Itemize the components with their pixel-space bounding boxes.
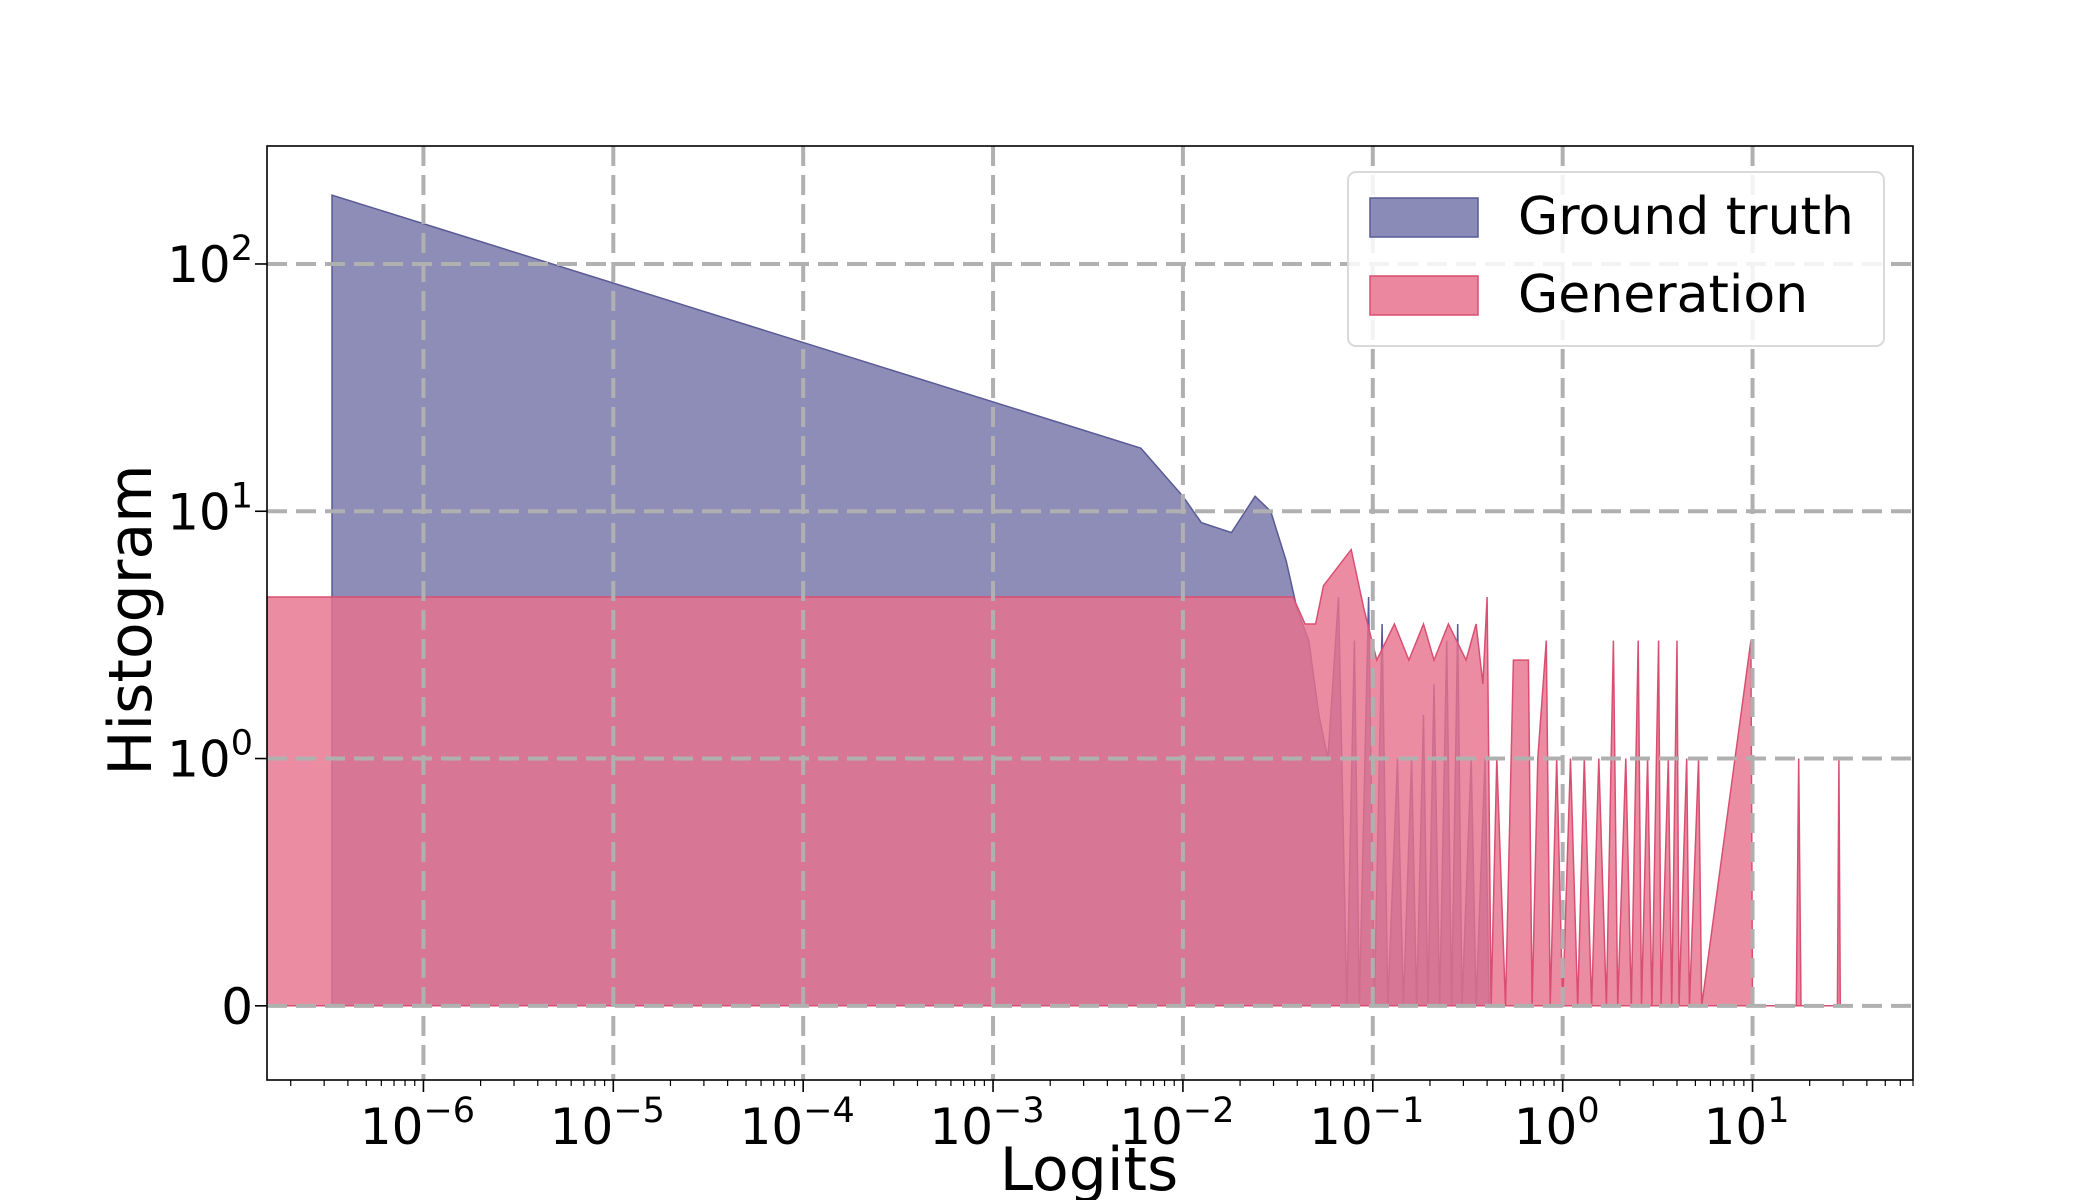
x-axis-ticks: 10−6 10−5 10−4 10−3 10−2 10−1 100 101 bbox=[360, 1080, 1790, 1156]
y-tick-base: 10 bbox=[167, 236, 231, 294]
x-tick-label: 100 bbox=[1514, 1091, 1600, 1156]
x-tick-base: 10 bbox=[740, 1098, 804, 1156]
y-tick-exponent: 2 bbox=[231, 229, 253, 269]
x-tick-base: 10 bbox=[550, 1098, 614, 1156]
x-tick-base: 10 bbox=[1309, 1098, 1373, 1156]
x-tick-label: 10−2 bbox=[1119, 1091, 1234, 1156]
area-generation bbox=[267, 547, 1842, 1007]
y-tick-label: 0 bbox=[221, 978, 253, 1036]
x-axis-title: Logits bbox=[1000, 1135, 1179, 1200]
y-tick-label: 102 bbox=[167, 229, 253, 294]
legend: Ground truth Generation bbox=[1347, 171, 1885, 347]
x-tick-base: 10 bbox=[1119, 1098, 1183, 1156]
x-tick-label: 10−3 bbox=[929, 1091, 1044, 1156]
x-tick-label: 10−1 bbox=[1309, 1091, 1424, 1156]
x-tick-exponent: −3 bbox=[993, 1091, 1045, 1131]
x-tick-label: 101 bbox=[1704, 1091, 1790, 1156]
y-tick-base: 0 bbox=[221, 978, 253, 1036]
series-areas bbox=[267, 194, 1842, 1007]
legend-swatch-generation bbox=[1369, 275, 1479, 316]
y-tick-exponent: 0 bbox=[231, 724, 253, 764]
x-tick-exponent: −5 bbox=[613, 1091, 665, 1131]
x-tick-label: 10−6 bbox=[360, 1091, 475, 1156]
x-tick-exponent: 1 bbox=[1767, 1091, 1789, 1131]
x-tick-label: 10−4 bbox=[740, 1091, 855, 1156]
legend-swatch-ground-truth bbox=[1369, 197, 1479, 238]
x-tick-exponent: −1 bbox=[1373, 1091, 1425, 1131]
x-tick-base: 10 bbox=[360, 1098, 424, 1156]
x-tick-exponent: 0 bbox=[1577, 1091, 1599, 1131]
x-tick-exponent: −6 bbox=[423, 1091, 475, 1131]
y-tick-base: 10 bbox=[167, 483, 231, 541]
y-tick-label: 100 bbox=[167, 724, 253, 789]
plot-frame bbox=[266, 145, 1914, 1081]
x-tick-exponent: −4 bbox=[803, 1091, 855, 1131]
legend-box bbox=[1347, 171, 1885, 347]
legend-label-generation: Generation bbox=[1518, 265, 1808, 325]
x-tick-base: 10 bbox=[1514, 1098, 1578, 1156]
y-tick-base: 10 bbox=[167, 731, 231, 789]
y-tick-exponent: 1 bbox=[231, 476, 253, 516]
x-tick-base: 10 bbox=[1704, 1098, 1768, 1156]
x-tick-base: 10 bbox=[929, 1098, 993, 1156]
legend-label-ground-truth: Ground truth bbox=[1518, 187, 1854, 247]
x-tick-label: 10−5 bbox=[550, 1091, 665, 1156]
x-tick-exponent: −2 bbox=[1183, 1091, 1235, 1131]
y-axis-title: Histogram bbox=[96, 464, 166, 775]
x-minor-ticks bbox=[290, 1080, 1914, 1086]
y-tick-label: 101 bbox=[167, 476, 253, 541]
